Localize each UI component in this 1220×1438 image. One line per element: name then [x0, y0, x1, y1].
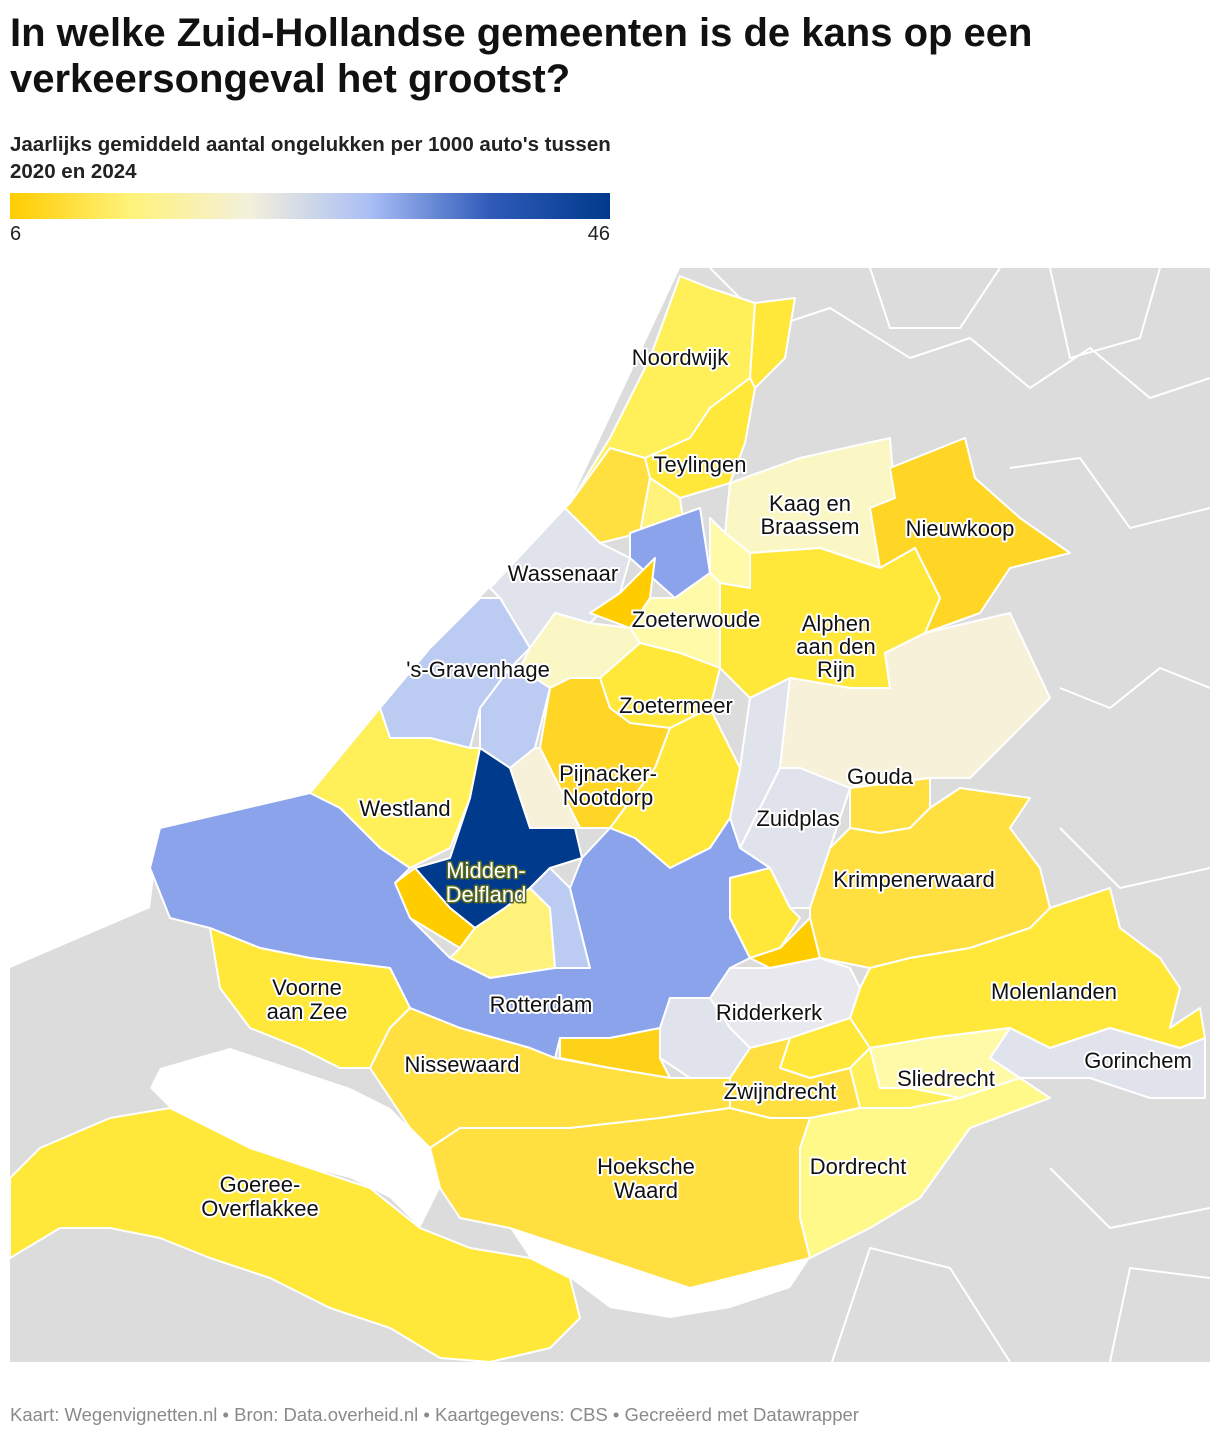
map-labels: Noordwijk Teylingen Kaag en Braassem Nie…	[199, 343, 1193, 1223]
chart-title: In welke Zuid-Hollandse gemeenten is de …	[10, 11, 1033, 101]
label-wassenaar: Wassenaar	[508, 561, 618, 586]
label-dordrecht: Dordrecht	[810, 1154, 907, 1179]
river-haringvliet	[150, 1048, 440, 1228]
label-alphen-3: Rijn	[817, 657, 855, 682]
label-zwijndrecht: Zwijndrecht	[724, 1079, 836, 1104]
region-capelle[interactable]	[729, 867, 801, 959]
label-pijnacker-1: Pijnacker-	[559, 761, 657, 786]
label-kaag-1: Kaag en	[769, 491, 851, 516]
source-footer: Kaart: Wegenvignetten.nl • Bron: Data.ov…	[10, 1404, 859, 1425]
label-goeree-2: Overflakkee	[201, 1196, 318, 1221]
label-gorinchem: Gorinchem	[1084, 1048, 1192, 1073]
label-ridderkerk: Ridderkerk	[716, 1000, 823, 1025]
label-nissewaard: Nissewaard	[405, 1052, 520, 1077]
region-nieuwkoop[interactable]	[869, 437, 1071, 634]
legend-max-label: 46	[587, 223, 610, 245]
label-westland: Westland	[359, 796, 450, 821]
label-zoeterwoude: Zoeterwoude	[632, 607, 760, 632]
label-voorne-1: Voorne	[272, 975, 342, 1000]
label-voorne-2: aan Zee	[267, 999, 348, 1024]
region-krimpenerwaard[interactable]	[809, 787, 1051, 969]
label-teylingen: Teylingen	[654, 452, 747, 477]
label-rotterdam: Rotterdam	[490, 992, 593, 1017]
river-hollandsch-diep	[510, 1228, 810, 1318]
sea-water	[10, 268, 680, 968]
label-kaag-2: Braassem	[760, 514, 859, 539]
chart-subtitle: Jaarlijks gemiddeld aantal ongelukken pe…	[10, 133, 611, 183]
label-molenlanden: Molenlanden	[991, 979, 1117, 1004]
label-alphen-1: Alphen	[802, 611, 871, 636]
region-katwijk[interactable]	[749, 297, 796, 389]
label-noordwijk: Noordwijk	[632, 345, 730, 370]
label-midden-1: Midden-	[446, 858, 525, 883]
choropleth-map: Noordwijk Teylingen Kaag en Braassem Nie…	[10, 268, 1210, 1362]
label-midden-2: Delfland	[446, 882, 527, 907]
label-gravenhage: 's-Gravenhage	[406, 657, 550, 682]
legend-gradient-bar	[10, 193, 610, 219]
label-zoetermeer: Zoetermeer	[619, 693, 733, 718]
label-alphen-2: aan den	[796, 634, 876, 659]
label-krimpenerwaard: Krimpenerwaard	[833, 867, 994, 892]
label-pijnacker-2: Nootdorp	[563, 785, 654, 810]
label-goeree-1: Goeree-	[220, 1172, 301, 1197]
label-zuidplas: Zuidplas	[756, 806, 839, 831]
label-sliedrecht: Sliedrecht	[897, 1066, 995, 1091]
region-nissewaard[interactable]	[369, 1007, 731, 1149]
legend-min-label: 6	[10, 223, 22, 245]
label-nieuwkoop: Nieuwkoop	[906, 516, 1015, 541]
label-hoeksche-1: Hoeksche	[597, 1154, 695, 1179]
color-legend: 6 46	[10, 193, 610, 245]
label-gouda: Gouda	[847, 764, 914, 789]
label-hoeksche-2: Waard	[614, 1178, 678, 1203]
